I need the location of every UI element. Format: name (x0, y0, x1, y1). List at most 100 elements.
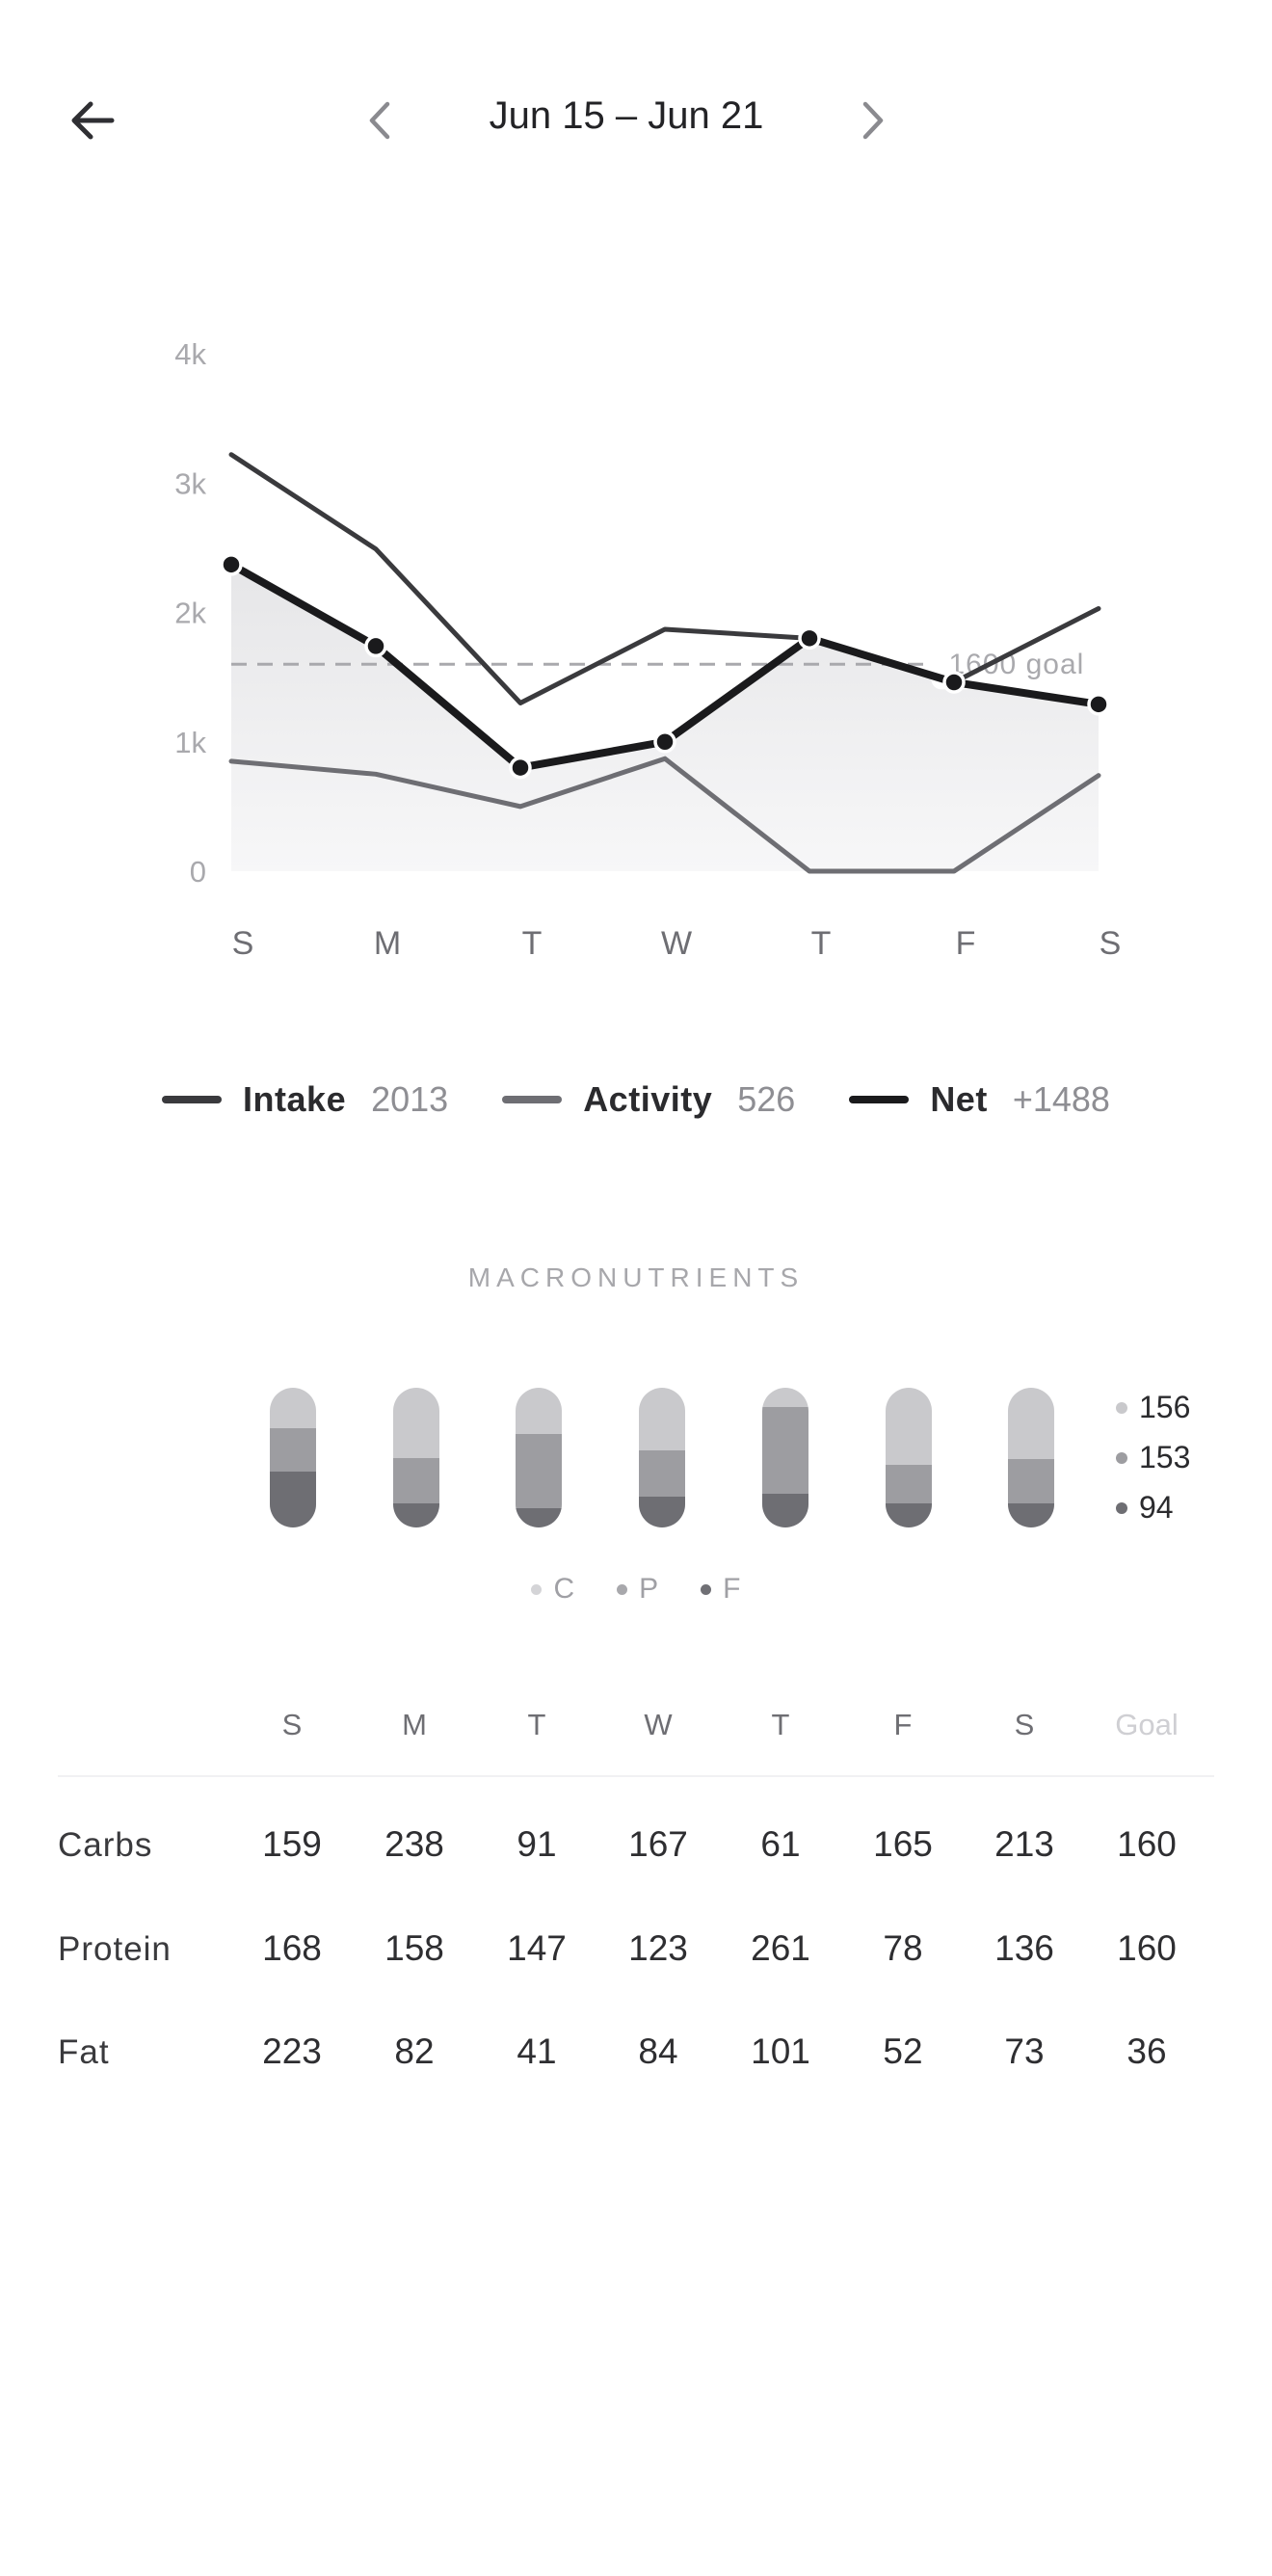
legend-intake[interactable]: Intake 2013 (162, 1079, 448, 1120)
macro-legend-protein: P (617, 1573, 658, 1606)
macro-legend-f: F (723, 1573, 741, 1605)
legend-activity-name: Activity (583, 1079, 713, 1119)
next-week-chevron-icon[interactable] (848, 96, 896, 145)
value-cell: 165 (873, 1824, 933, 1864)
x-tick-label: W (661, 925, 692, 962)
legend-activity[interactable]: Activity 526 (502, 1079, 795, 1120)
pill-segment-fat (393, 1503, 439, 1527)
macro-legend-carbs: C (531, 1573, 574, 1606)
legend-net[interactable]: Net +1488 (849, 1079, 1110, 1120)
legend-intake-value: 2013 (371, 1079, 449, 1119)
net-point (653, 730, 676, 754)
macro-pill (270, 1388, 316, 1527)
table-header-day: T (527, 1708, 546, 1741)
y-tick-label: 3k (174, 466, 206, 500)
y-tick-label: 0 (190, 855, 206, 889)
table-divider (58, 1775, 1214, 1777)
macro-pill (886, 1388, 932, 1527)
carbs-average: 156 (1116, 1390, 1190, 1425)
macro-legend-c: C (553, 1573, 575, 1605)
value-cell: 41 (517, 2032, 557, 2071)
pill-segment-carbs (639, 1388, 685, 1451)
value-cell: 158 (384, 1928, 444, 1968)
net-point (364, 634, 387, 658)
value-cell: 238 (384, 1824, 444, 1864)
macronutrients-title: MACRONUTRIENTS (467, 1262, 805, 1292)
x-tick-label: S (232, 925, 254, 962)
pill-segment-protein (393, 1457, 439, 1504)
series-line-activity (228, 756, 1101, 874)
legend-activity-value: 526 (737, 1079, 796, 1119)
value-cell: 167 (628, 1824, 688, 1864)
macro-pill (1008, 1388, 1054, 1527)
value-cell: 213 (994, 1824, 1054, 1864)
pill-segment-protein (270, 1428, 316, 1472)
pill-segment-carbs (886, 1388, 932, 1465)
row-label: Carbs (58, 1826, 153, 1864)
fat-average: 94 (1116, 1490, 1174, 1526)
macro-legend-p: P (639, 1573, 659, 1605)
macro-pill (639, 1388, 685, 1527)
pill-segment-protein (1008, 1458, 1054, 1504)
value-cell: 101 (751, 2032, 810, 2071)
value-cell: 84 (638, 2032, 678, 2071)
macro-pill (516, 1388, 562, 1527)
pill-segment-fat (886, 1503, 932, 1527)
macro-pill (393, 1388, 439, 1527)
chart-legend: Intake 2013 Activity 526 Net +1488 (0, 1079, 1272, 1120)
macro-pill (762, 1388, 808, 1527)
pill-segment-protein (886, 1464, 932, 1504)
net-area (231, 564, 1099, 871)
legend-activity-swatch (502, 1096, 563, 1103)
table-header-day: T (771, 1708, 790, 1741)
value-cell: 73 (1004, 2032, 1045, 2071)
value-cell: 61 (760, 1824, 801, 1864)
pill-segment-carbs (516, 1388, 562, 1434)
protein-average-value: 153 (1139, 1440, 1191, 1474)
macro-legend: C P F (0, 1573, 1272, 1606)
net-point (509, 756, 532, 780)
protein-average: 153 (1116, 1440, 1190, 1475)
legend-intake-name: Intake (243, 1079, 347, 1119)
table-header-day: S (281, 1708, 303, 1741)
net-point (1087, 693, 1110, 716)
value-cell: 168 (262, 1928, 322, 1968)
value-cell: 78 (883, 1928, 923, 1968)
goal-cell: 36 (1126, 2032, 1167, 2071)
table-header-day: F (893, 1708, 913, 1741)
row-label: Protein (58, 1930, 172, 1968)
previous-week-chevron-icon[interactable] (357, 96, 405, 145)
pill-segment-protein (639, 1450, 685, 1498)
value-cell: 147 (507, 1928, 567, 1968)
carbs-dot-icon (1116, 1401, 1127, 1414)
row-label: Fat (58, 2033, 110, 2071)
macro-legend-fat: F (701, 1573, 741, 1606)
net-point (942, 671, 966, 694)
legend-net-name: Net (930, 1079, 988, 1119)
pill-segment-carbs (1008, 1388, 1054, 1459)
legend-net-value: +1488 (1012, 1079, 1110, 1119)
legend-net-swatch (849, 1096, 910, 1103)
x-tick-label: M (374, 925, 401, 962)
fat-average-value: 94 (1139, 1490, 1174, 1525)
protein-legend-dot-icon (617, 1583, 628, 1595)
back-arrow-icon[interactable] (58, 92, 127, 149)
x-tick-label: F (956, 925, 976, 962)
goal-label-background (931, 639, 1149, 690)
value-cell: 261 (751, 1928, 810, 1968)
goal-cell: 160 (1117, 1928, 1177, 1968)
value-cell: 82 (394, 2032, 435, 2071)
legend-intake-swatch (162, 1096, 223, 1103)
carbs-legend-dot-icon (531, 1583, 543, 1595)
pill-segment-carbs (762, 1388, 808, 1408)
y-tick-label: 4k (174, 337, 206, 371)
goal-cell: 160 (1117, 1824, 1177, 1864)
value-cell: 123 (628, 1928, 688, 1968)
fat-legend-dot-icon (701, 1583, 712, 1595)
table-header-day: W (644, 1708, 673, 1741)
table-header-day: S (1014, 1708, 1035, 1741)
y-tick-label: 1k (174, 726, 206, 759)
carbs-average-value: 156 (1139, 1390, 1191, 1424)
value-cell: 91 (517, 1824, 557, 1864)
